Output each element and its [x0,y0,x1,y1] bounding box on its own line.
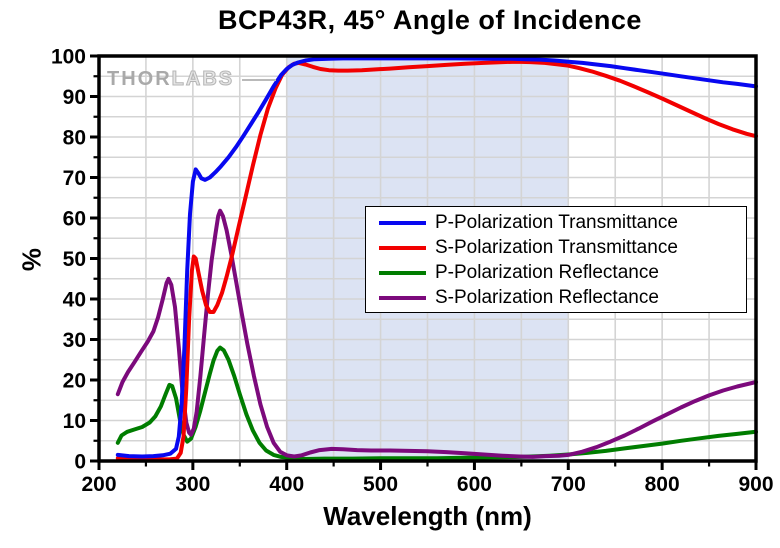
svg-text:0: 0 [74,451,86,474]
svg-text:500: 500 [363,473,398,496]
svg-text:200: 200 [81,473,116,496]
svg-text:70: 70 [63,167,86,190]
legend-swatch-red [379,245,426,250]
x-axis-label: Wavelength (nm) [323,501,532,531]
watermark-text-outline: LABS [171,68,235,91]
legend-swatch-blue [379,220,426,225]
legend-item-s-transmittance: S-Polarization Transmittance [366,235,746,260]
svg-text:100: 100 [51,46,86,69]
svg-text:40: 40 [63,289,86,312]
svg-text:90: 90 [63,86,86,109]
chart-title: BCP43R, 45° Angle of Incidence [218,5,642,35]
legend-swatch-green [379,270,426,275]
svg-text:30: 30 [63,329,86,352]
svg-text:700: 700 [551,473,586,496]
thorlabs-watermark: THORLABS [107,68,277,91]
svg-text:20: 20 [63,370,86,393]
svg-text:60: 60 [63,208,86,231]
legend-label: S-Polarization Transmittance [435,236,678,258]
watermark-dash [242,79,277,81]
legend-label: P-Polarization Transmittance [435,211,678,233]
legend-item-p-transmittance: P-Polarization Transmittance [366,210,746,235]
legend-swatch-purple [379,295,426,300]
legend-item-p-reflectance: P-Polarization Reflectance [366,260,746,285]
legend: P-Polarization Transmittance S-Polarizat… [365,206,747,313]
svg-text:80: 80 [63,127,86,150]
watermark-text-solid: THOR [107,68,172,90]
svg-text:600: 600 [457,473,492,496]
legend-label: P-Polarization Reflectance [435,261,659,283]
svg-text:400: 400 [269,473,304,496]
svg-text:300: 300 [175,473,210,496]
legend-item-s-reflectance: S-Polarization Reflectance [366,285,746,310]
svg-text:50: 50 [63,248,86,271]
svg-text:800: 800 [645,473,680,496]
svg-text:10: 10 [63,410,86,433]
y-axis-label: % [16,247,47,272]
svg-text:900: 900 [738,473,773,496]
legend-label: S-Polarization Reflectance [435,286,659,308]
